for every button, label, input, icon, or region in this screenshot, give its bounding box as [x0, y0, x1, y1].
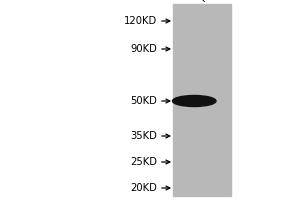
Ellipse shape — [172, 96, 216, 106]
Text: 90KD: 90KD — [130, 44, 158, 54]
Text: 120KD: 120KD — [124, 16, 158, 26]
Text: 35KD: 35KD — [130, 131, 158, 141]
Bar — [172, 4, 231, 196]
Text: 25KD: 25KD — [130, 157, 158, 167]
Text: 50KD: 50KD — [130, 96, 158, 106]
Text: 20KD: 20KD — [130, 183, 158, 193]
Text: Hela: Hela — [198, 0, 221, 3]
